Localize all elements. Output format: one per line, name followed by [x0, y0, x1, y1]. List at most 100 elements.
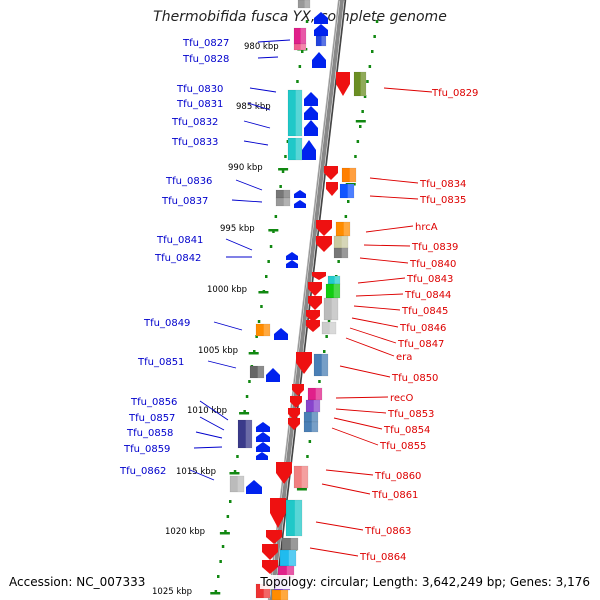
scale-dot	[260, 305, 263, 308]
gene-label-tfu_0851[interactable]: Tfu_0851	[137, 357, 184, 368]
scale-dot	[347, 200, 350, 203]
gene-label-tfu_0840[interactable]: Tfu_0840	[409, 259, 456, 270]
scale-dot	[221, 545, 225, 548]
feature-shade	[360, 72, 366, 96]
leader-line	[225, 238, 253, 251]
gene-arrow-down	[316, 220, 332, 236]
gene-arrow-up	[286, 252, 298, 260]
gene-label-tfu_0860[interactable]: Tfu_0860	[374, 471, 421, 482]
gene-label-tfu_0846[interactable]: Tfu_0846	[399, 323, 446, 334]
leader-line	[369, 177, 419, 184]
leader-line	[315, 521, 364, 531]
feature-shade	[257, 366, 264, 378]
feature-box	[353, 71, 367, 97]
feature-shade	[283, 198, 290, 206]
scale-dot	[233, 470, 237, 473]
feature-shade	[263, 324, 270, 336]
scale-dot	[265, 275, 268, 278]
scale-tick	[248, 352, 259, 355]
kbp-label: 990 kbp	[228, 163, 263, 173]
scale-dot	[337, 260, 340, 263]
gene-label-tfu_0856[interactable]: Tfu_0856	[130, 397, 177, 408]
gene-label-tfu_0835[interactable]: Tfu_0835	[419, 195, 466, 206]
gene-label-tfu_0829[interactable]: Tfu_0829	[431, 88, 478, 99]
feature-shade	[334, 276, 340, 284]
gene-arrow-down	[290, 396, 302, 408]
gene-label-tfu_0831[interactable]: Tfu_0831	[176, 99, 223, 110]
gene-arrow-down	[262, 560, 278, 574]
leader-line	[325, 469, 374, 476]
scale-tick	[239, 412, 250, 415]
gene-label-tfu_0832[interactable]: Tfu_0832	[171, 117, 218, 128]
gene-label-tfu_0830[interactable]: Tfu_0830	[176, 84, 223, 95]
gene-arrow-down	[308, 296, 322, 310]
leader-line	[383, 87, 433, 93]
gene-arrow-up	[256, 432, 270, 442]
gene-label-tfu_0850[interactable]: Tfu_0850	[391, 373, 438, 384]
gene-label-tfu_0864[interactable]: Tfu_0864	[359, 552, 406, 563]
gene-arrow-down	[306, 310, 320, 322]
leader-line	[213, 321, 243, 331]
leader-line	[193, 446, 223, 449]
gene-label-tfu_0836[interactable]: Tfu_0836	[165, 176, 212, 187]
scale-dot	[325, 335, 328, 338]
gene-label-tfu_0853[interactable]: Tfu_0853	[387, 409, 434, 420]
gene-label-tfu_0855[interactable]: Tfu_0855	[379, 441, 426, 452]
gene-label-tfu_0863[interactable]: Tfu_0863	[364, 526, 411, 537]
gene-label-era[interactable]: era	[396, 352, 412, 363]
gene-label-reco[interactable]: recO	[390, 393, 414, 404]
feature-box	[321, 321, 337, 335]
scale-tick	[229, 472, 240, 475]
gene-label-hrca[interactable]: hrcA	[415, 222, 438, 233]
leader-line	[363, 244, 411, 247]
gene-label-tfu_0859[interactable]: Tfu_0859	[123, 444, 170, 455]
leader-line	[309, 547, 359, 557]
feature-box	[341, 167, 357, 183]
gene-label-tfu_0841[interactable]: Tfu_0841	[156, 235, 203, 246]
gene-label-tfu_0827[interactable]: Tfu_0827	[182, 38, 229, 49]
feature-shade	[341, 248, 348, 258]
feature-shade	[301, 466, 308, 488]
leader-line	[353, 305, 401, 311]
scale-dot	[363, 95, 367, 98]
scale-dot	[323, 350, 326, 353]
scale-dot	[279, 185, 282, 188]
leader-line	[345, 337, 395, 357]
scale-dot	[229, 500, 232, 503]
gene-label-tfu_0845[interactable]: Tfu_0845	[401, 306, 448, 317]
feature-shade	[347, 184, 354, 198]
gene-label-tfu_0857[interactable]: Tfu_0857	[128, 413, 175, 424]
gene-arrow-down	[288, 418, 300, 430]
gene-label-tfu_0849[interactable]: Tfu_0849	[143, 318, 190, 329]
kbp-label: 1015 kbp	[176, 467, 216, 477]
gene-label-tfu_0839[interactable]: Tfu_0839	[411, 242, 458, 253]
scale-dot	[248, 380, 251, 383]
gene-label-tfu_0862[interactable]: Tfu_0862	[119, 466, 166, 477]
scale-dot	[236, 455, 239, 458]
left-gene-labels[interactable]: Tfu_0827 Tfu_0828 Tfu_0830 Tfu_0831 Tfu_0832…	[119, 38, 291, 481]
gene-label-tfu_0834[interactable]: Tfu_0834	[419, 179, 466, 190]
gene-features	[229, 0, 367, 600]
kbp-label: 1025 kbp	[152, 587, 192, 597]
gene-arrow-down	[316, 236, 332, 252]
gene-label-tfu_0861[interactable]: Tfu_0861	[371, 490, 418, 501]
leader-line	[357, 277, 406, 284]
gene-label-tfu_0843[interactable]: Tfu_0843	[406, 274, 453, 285]
scale-tick	[296, 488, 307, 491]
gene-label-tfu_0844[interactable]: Tfu_0844	[404, 290, 451, 301]
gene-label-tfu_0854[interactable]: Tfu_0854	[383, 425, 430, 436]
scale-tick	[258, 291, 269, 294]
gene-label-tfu_0833[interactable]: Tfu_0833	[171, 137, 218, 148]
right-gene-labels[interactable]: Tfu_0829 Tfu_0834 Tfu_0835 hrcA Tfu_0839 Tfu_…	[309, 87, 478, 563]
gene-label-tfu_0837[interactable]: Tfu_0837	[161, 196, 208, 207]
scale-dot	[371, 50, 374, 53]
leader-line	[359, 257, 409, 264]
gene-label-tfu_0842[interactable]: Tfu_0842	[154, 253, 201, 264]
feature-box	[339, 183, 355, 199]
gene-label-tfu_0847[interactable]: Tfu_0847	[397, 339, 444, 350]
gene-label-tfu_0828[interactable]: Tfu_0828	[182, 54, 229, 65]
feature-shade	[294, 500, 302, 536]
gene-label-tfu_0858[interactable]: Tfu_0858	[126, 428, 173, 439]
accession-label: Accession: NC_007333	[9, 575, 146, 589]
